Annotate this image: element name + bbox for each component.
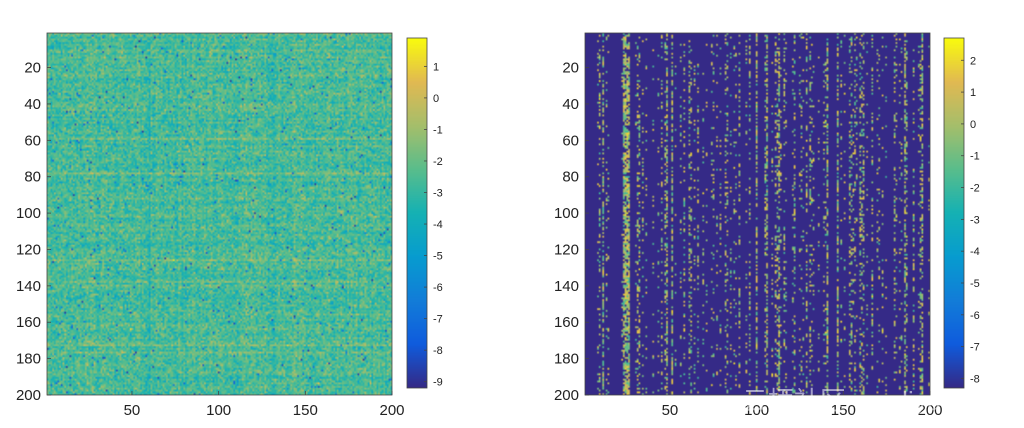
colorbar-tick-label: -6 [433,282,443,294]
colorbar-tick-label: -3 [970,214,980,226]
colorbar-tick-label: -7 [970,342,980,354]
y-tick-label: 180 [554,351,579,368]
x-tick-label: 100 [744,402,769,419]
left-axes-box [46,32,393,396]
colorbar-tick-label: -8 [970,373,980,385]
x-tick-label: 150 [293,402,318,419]
colorbar-tick-label: -4 [433,219,443,231]
colorbar-tick-label: 0 [970,119,976,131]
y-tick-label: 80 [562,169,579,186]
left-heatmap-image [47,33,392,395]
x-tick-label: 200 [917,402,942,419]
y-tick-label: 40 [562,96,579,113]
right-y-ticks: 20 40 60 80 100 120 140 160 180 200 [554,60,589,404]
right-colorbar-image [944,38,964,388]
y-tick-label: 160 [554,314,579,331]
colorbar-tick-label: -2 [433,156,443,168]
right-x-ticks: 50 100 150 200 [662,391,943,419]
colorbar-tick-label: -4 [970,246,980,258]
colorbar-tick-label: -1 [433,124,443,136]
y-tick-label: 40 [24,96,41,113]
y-tick-label: 20 [24,60,41,77]
colorbar-tick-label: 1 [433,61,439,73]
y-tick-label: 100 [16,205,41,222]
colorbar-tick-label: -5 [433,251,443,263]
right-heatmap-image [585,33,930,395]
x-tick-label: 150 [831,402,856,419]
y-tick-label: 200 [16,387,41,404]
y-tick-label: 100 [554,205,579,222]
colorbar-tick-label: -6 [970,310,980,322]
y-tick-label: 20 [562,60,579,77]
x-tick-label: 200 [379,402,404,419]
y-tick-label: 140 [554,278,579,295]
y-tick-label: 180 [16,351,41,368]
y-tick-label: 140 [16,278,41,295]
colorbar-tick-label: 1 [970,87,976,99]
right-colorbar-box [943,37,965,389]
x-tick-label: 50 [662,402,679,419]
left-x-ticks: 50 100 150 200 [124,391,405,419]
x-tick-label: 50 [124,402,141,419]
left-colorbar-image [407,38,427,388]
colorbar-tick-label: 2 [970,55,976,67]
y-tick-label: 60 [562,132,579,149]
y-tick-label: 60 [24,132,41,149]
colorbar-tick-label: -1 [970,151,980,163]
colorbar-tick-label: -5 [970,278,980,290]
left-colorbar-ticks: 1 0 -1 -2 -3 -4 -5 -6 -7 -8 -9 [424,61,443,389]
watermark: 云栖社区 yq.aliyun.com [742,386,1012,416]
colorbar-tick-label: -9 [433,377,443,389]
left-colorbar-box [406,37,428,389]
left-panel: 20 40 60 80 100 120 140 160 180 200 50 100 150 200 1… [16,32,443,419]
colorbar-tick-label: -2 [970,183,980,195]
y-tick-label: 120 [554,241,579,258]
x-tick-label: 100 [206,402,231,419]
y-tick-label: 80 [24,169,41,186]
colorbar-tick-label: -7 [433,314,443,326]
colorbar-tick-label: -3 [433,188,443,200]
left-y-ticks: 20 40 60 80 100 120 140 160 180 200 [16,60,51,404]
right-colorbar-ticks: 2 1 0 -1 -2 -3 -4 -5 -6 -7 -8 [961,55,980,385]
y-tick-label: 160 [16,314,41,331]
colorbar-tick-label: 0 [433,93,439,105]
y-tick-label: 200 [554,387,579,404]
right-axes-box [584,32,931,396]
colorbar-tick-label: -8 [433,345,443,357]
y-tick-label: 120 [16,241,41,258]
